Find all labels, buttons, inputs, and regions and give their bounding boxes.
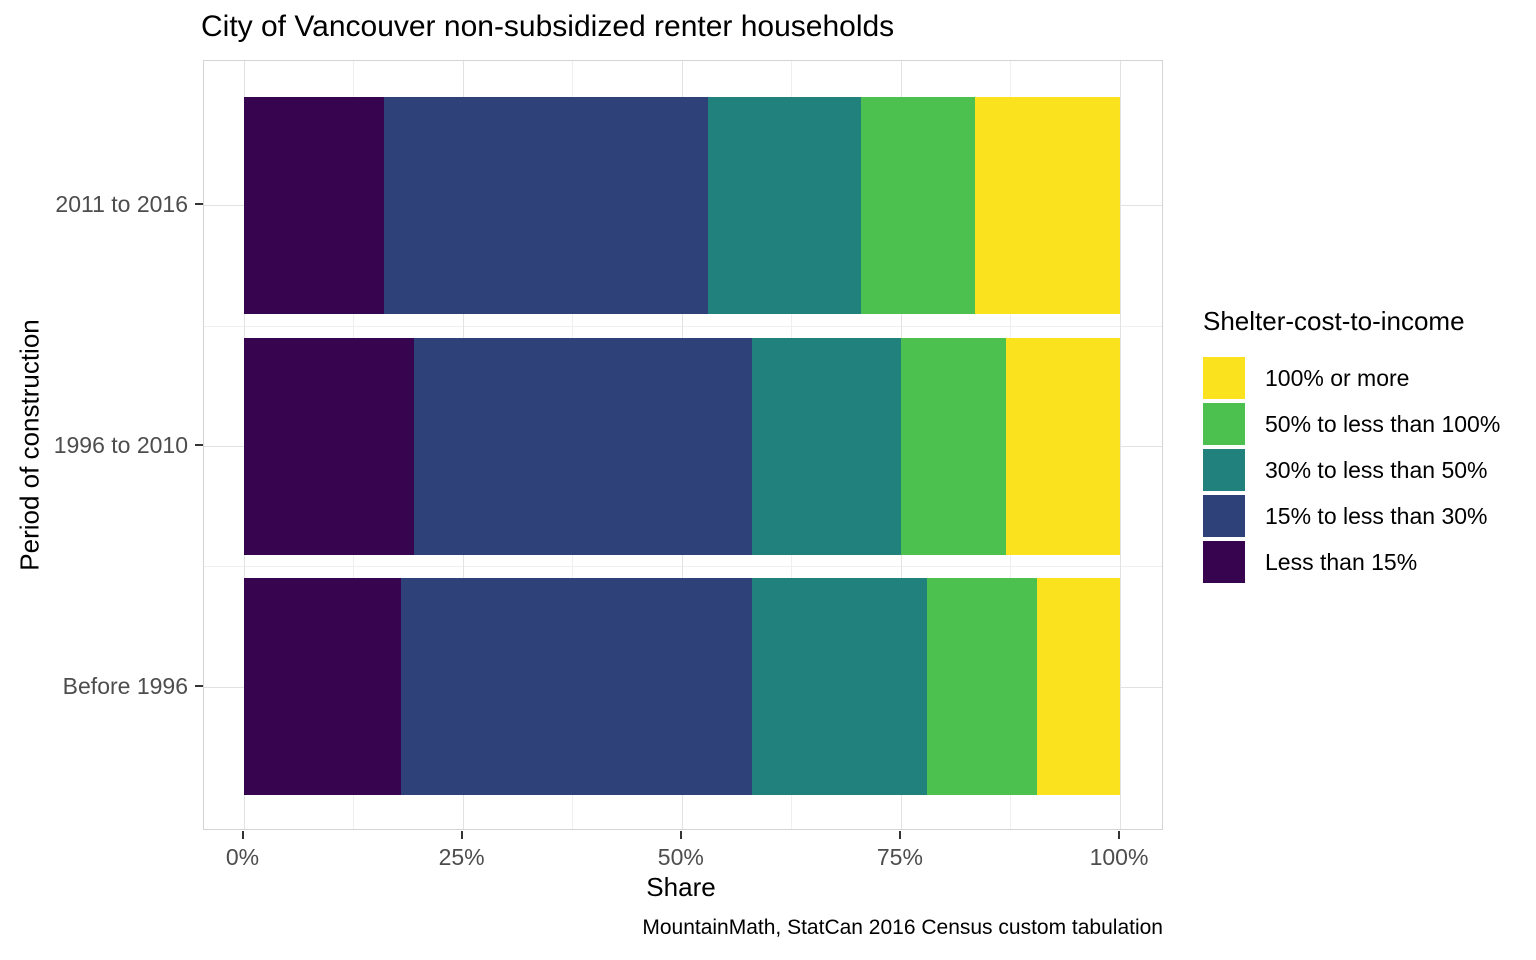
- y-tick-mark: [195, 444, 203, 446]
- bar-segment: [751, 578, 928, 796]
- bar-segment: [927, 578, 1037, 796]
- legend-items: 100% or more 50% to less than 100% 30% to …: [1203, 357, 1500, 583]
- x-tick-label: 0%: [225, 844, 260, 870]
- legend-swatch: [1203, 357, 1245, 399]
- legend-item: 100% or more: [1203, 357, 1500, 399]
- x-tick-label: 25%: [438, 844, 485, 870]
- bar-row: [243, 578, 1121, 796]
- bar-segment: [243, 337, 415, 555]
- x-tick-mark: [460, 831, 463, 839]
- source-caption: MountainMath, StatCan 2016 Census custom…: [642, 916, 1163, 939]
- bar-segment: [243, 96, 384, 314]
- y-tick-label: 2011 to 2016: [55, 191, 188, 217]
- x-tick-mark: [1118, 831, 1120, 839]
- gridline-minor-horizontal: [204, 566, 1162, 568]
- x-tick-mark: [679, 831, 682, 839]
- legend-label: 100% or more: [1265, 364, 1410, 391]
- x-tick-mark: [241, 831, 244, 839]
- chart-title: City of Vancouver non-subsidized renter …: [201, 10, 895, 43]
- legend-swatch: [1203, 449, 1245, 491]
- gridline-major-vertical: [1120, 61, 1121, 829]
- bar-segment: [383, 96, 709, 314]
- legend-item: 30% to less than 50%: [1203, 449, 1500, 491]
- legend-label: 30% to less than 50%: [1265, 456, 1488, 483]
- bar-segment: [861, 96, 976, 314]
- x-tick-mark: [898, 831, 901, 839]
- bar-segment: [243, 578, 402, 796]
- x-tick-label: 75%: [876, 844, 923, 870]
- y-tick-mark: [195, 685, 203, 687]
- bar-segment: [401, 578, 752, 796]
- x-tick-label: 100%: [1089, 844, 1149, 870]
- bar-segment: [708, 96, 862, 314]
- y-tick-label: 1996 to 2010: [53, 432, 188, 458]
- plot-panel: [203, 60, 1163, 830]
- y-tick-label: Before 1996: [62, 673, 188, 699]
- legend-item: 50% to less than 100%: [1203, 403, 1500, 445]
- bar-segment: [900, 337, 1007, 555]
- bar-segment: [975, 96, 1120, 314]
- legend: Shelter-cost-to-income 100% or more 50% t…: [1203, 306, 1500, 587]
- legend-swatch: [1203, 403, 1245, 445]
- bar-segment: [414, 337, 752, 555]
- bar-segment: [1036, 578, 1120, 796]
- legend-title: Shelter-cost-to-income: [1203, 306, 1465, 336]
- bar-segment: [751, 337, 901, 555]
- bar-segment: [1006, 337, 1120, 555]
- x-tick-label: 50%: [657, 844, 704, 870]
- legend-item: 15% to less than 30%: [1203, 495, 1500, 537]
- legend-item: Less than 15%: [1203, 541, 1500, 583]
- legend-swatch: [1203, 495, 1245, 537]
- bar-row: [243, 337, 1121, 555]
- legend-label: 50% to less than 100%: [1265, 410, 1501, 437]
- legend-label: Less than 15%: [1265, 548, 1418, 575]
- y-tick-mark: [195, 203, 203, 205]
- x-axis-title: Share: [646, 872, 716, 902]
- legend-label: 15% to less than 30%: [1265, 502, 1488, 529]
- bar-row: [243, 96, 1121, 314]
- gridline-minor-horizontal: [204, 325, 1162, 327]
- legend-swatch: [1203, 541, 1245, 583]
